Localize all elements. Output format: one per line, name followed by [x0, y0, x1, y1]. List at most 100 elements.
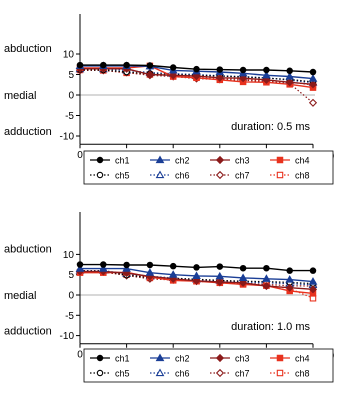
legend-marker-ch8: [276, 171, 284, 179]
y-tick-label: 0: [68, 91, 74, 102]
legend-label-ch8: ch8: [295, 369, 310, 379]
legend-item-ch5: ch5: [90, 171, 130, 181]
legend-label-ch5: ch5: [115, 369, 130, 379]
legend-marker-ch8: [276, 369, 284, 377]
data-point-ch1: [76, 261, 84, 268]
side-label-medial: medial: [4, 290, 36, 302]
legend-label-ch8: ch8: [295, 171, 310, 181]
y-tick-label: -5: [65, 111, 74, 122]
data-point-ch1: [123, 61, 130, 69]
data-point-ch1: [309, 267, 317, 274]
y-tick-label: -5: [65, 311, 74, 322]
legend-marker-ch7: [215, 170, 225, 180]
data-point-ch1: [216, 66, 224, 73]
series-group: [75, 261, 318, 302]
legend-label-ch1: ch1: [115, 354, 130, 364]
data-point-ch1: [169, 262, 177, 270]
legend-item-ch8: ch8: [270, 369, 310, 379]
legend-marker-ch4: [276, 156, 284, 164]
legend-marker-ch4: [276, 354, 284, 362]
y-tick-label: 10: [63, 250, 75, 261]
data-point-ch2: [308, 74, 318, 82]
data-point-ch1: [100, 61, 107, 69]
data-point-ch3: [192, 72, 201, 81]
data-point-ch1: [263, 264, 270, 272]
legend-marker-ch6: [155, 170, 165, 179]
data-point-ch2: [262, 274, 271, 282]
legend-marker-ch1: [96, 156, 104, 164]
data-point-ch1: [216, 263, 224, 270]
legend-marker-ch3: [215, 155, 225, 165]
series-line-ch5: [80, 270, 314, 285]
legend-label-ch3: ch3: [235, 156, 250, 166]
y-tick-label: 5: [68, 270, 74, 281]
legend-item-ch2: ch2: [150, 353, 190, 364]
data-point-ch1: [146, 261, 154, 269]
data-point-ch2: [285, 72, 295, 80]
data-point-ch1: [309, 68, 317, 76]
legend-marker-ch5: [96, 369, 104, 377]
legend-marker-ch1: [96, 354, 104, 362]
legend-item-ch6: ch6: [150, 368, 190, 379]
legend-label-ch6: ch6: [175, 171, 190, 181]
data-point-ch3: [122, 268, 131, 278]
data-point-ch2: [98, 264, 108, 272]
data-point-ch2: [75, 264, 85, 272]
data-point-ch3: [262, 281, 271, 291]
data-point-ch1: [239, 66, 247, 74]
legend-item-ch8: ch8: [270, 171, 310, 181]
data-point-ch1: [169, 64, 177, 71]
data-point-ch1: [286, 267, 293, 274]
legend-item-ch2: ch2: [150, 155, 190, 166]
legend-label-ch5: ch5: [115, 171, 130, 181]
series-group: [75, 61, 318, 107]
legend-label-ch6: ch6: [175, 369, 190, 379]
legend-label-ch1: ch1: [115, 156, 130, 166]
side-label-abduction: abduction: [4, 43, 52, 55]
legend: ch1 ch2 ch3 ch4 ch5 ch6 ch7 ch8: [83, 150, 334, 185]
series-ch1: [76, 61, 317, 76]
data-point-ch2: [238, 273, 248, 282]
duration-annotation: duration: 1.0 ms: [231, 321, 310, 333]
legend-label-ch4: ch4: [295, 354, 310, 364]
legend-marker-ch5: [96, 171, 104, 179]
legend-box: [83, 150, 334, 185]
y-tick-label: 5: [68, 70, 74, 81]
data-point-ch1: [100, 261, 107, 268]
side-label-abduction: abduction: [4, 243, 52, 255]
series-ch2: [75, 264, 318, 285]
data-point-ch3: [285, 283, 294, 292]
data-point-ch3: [239, 74, 248, 83]
data-point-ch1: [193, 65, 200, 73]
legend-marker-ch6: [155, 368, 165, 377]
y-tick-label: -10: [60, 132, 75, 143]
legend-item-ch4: ch4: [270, 354, 310, 364]
data-point-ch3: [192, 276, 201, 285]
legend-item-ch6: ch6: [150, 170, 190, 181]
legend-item-ch7: ch7: [210, 369, 250, 379]
series-ch1: [76, 261, 317, 274]
legend-item-ch1: ch1: [90, 156, 130, 166]
y-tick-label: 0: [68, 291, 74, 302]
legend-box: [83, 348, 334, 383]
data-point-ch2: [215, 271, 225, 280]
side-label-adduction: adduction: [4, 326, 52, 338]
data-point-ch1: [76, 61, 84, 69]
data-point-ch1: [146, 62, 154, 69]
data-point-ch2: [285, 275, 295, 283]
data-point-ch1: [239, 264, 247, 272]
data-point-ch3: [308, 80, 318, 89]
legend-item-ch7: ch7: [210, 171, 250, 181]
legend-label-ch7: ch7: [235, 171, 250, 181]
legend-item-ch1: ch1: [90, 354, 130, 364]
legend-label-ch3: ch3: [235, 354, 250, 364]
y-tick-label: -10: [60, 331, 75, 342]
data-point-ch7: [308, 98, 318, 107]
legend-label-ch2: ch2: [175, 156, 190, 166]
legend-item-ch3: ch3: [210, 156, 250, 166]
legend-label-ch2: ch2: [175, 354, 190, 364]
data-point-ch2: [308, 277, 318, 285]
